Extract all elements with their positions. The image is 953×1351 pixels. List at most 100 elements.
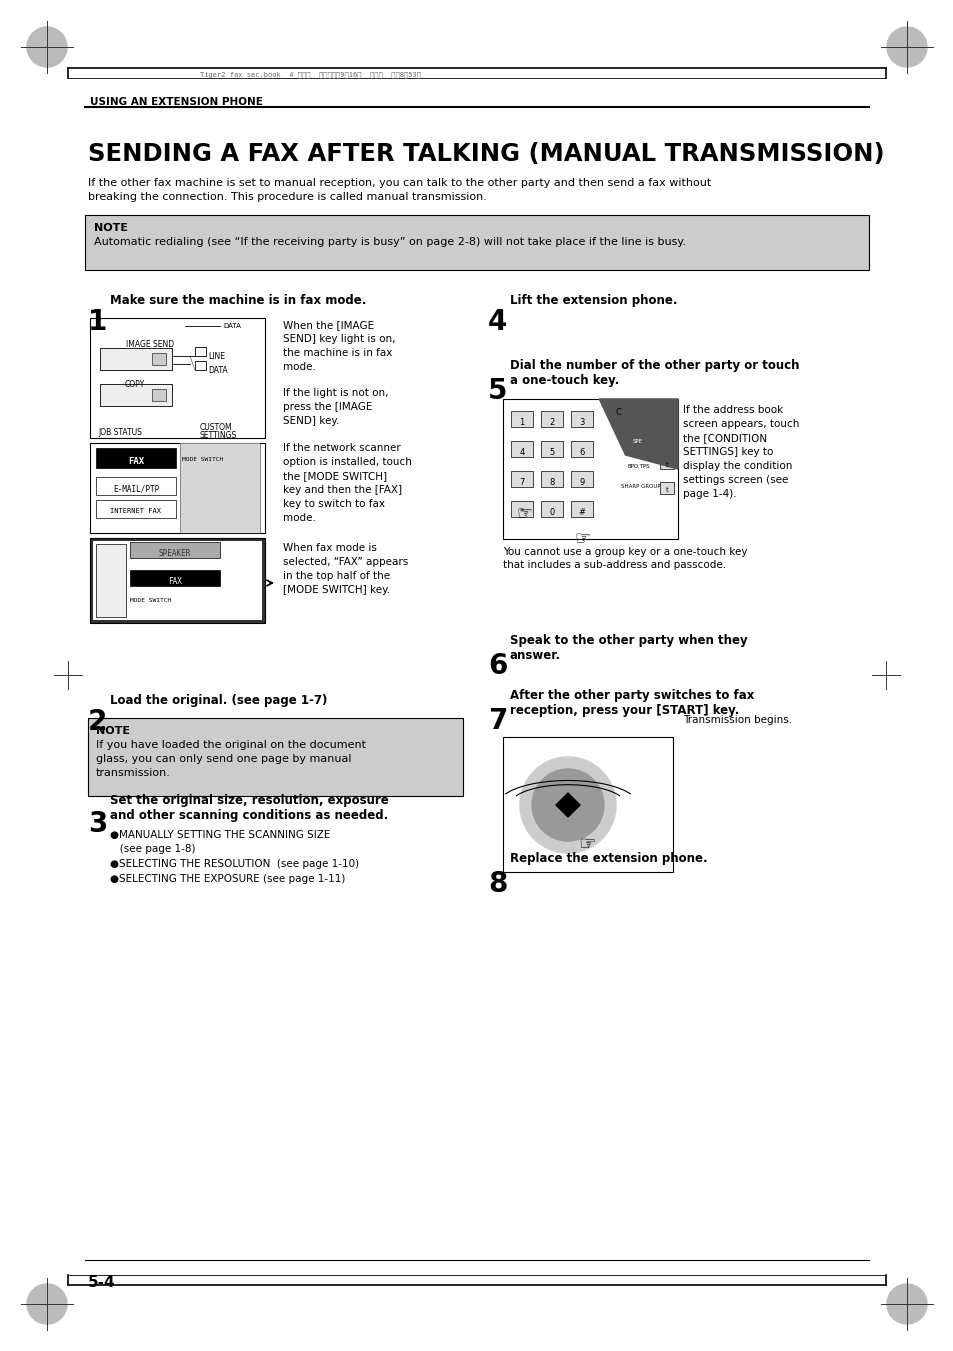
Bar: [100, 349, 172, 370]
Text: 1: 1: [88, 308, 107, 336]
Text: Speak to the other party when they
answer.: Speak to the other party when they answe…: [510, 634, 747, 662]
Text: 4: 4: [488, 308, 507, 336]
Text: DATA: DATA: [223, 323, 240, 330]
Text: ☞: ☞: [578, 835, 595, 854]
Text: t: t: [665, 462, 668, 467]
Text: Load the original. (see page 1-7): Load the original. (see page 1-7): [110, 694, 327, 707]
Circle shape: [27, 1283, 67, 1324]
Text: COPY: COPY: [125, 380, 145, 389]
Text: If the other fax machine is set to manual reception, you can talk to the other p: If the other fax machine is set to manua…: [88, 178, 711, 203]
Text: Replace the extension phone.: Replace the extension phone.: [510, 852, 707, 865]
Text: ☞: ☞: [575, 530, 591, 547]
Bar: [659, 482, 673, 494]
Bar: [96, 544, 126, 617]
Text: Tiger2_fax_sec.book  4 ページ  ２００４年9月16日  木曜日  午前8晉53分: Tiger2_fax_sec.book 4 ページ ２００４年9月16日 木曜日…: [200, 72, 420, 78]
Text: INTERNET FAX: INTERNET FAX: [111, 508, 161, 513]
Text: 3: 3: [578, 417, 584, 427]
Text: 3: 3: [88, 811, 108, 838]
Text: If the network scanner
option is installed, touch
the [MODE SWITCH]
key and then: If the network scanner option is install…: [283, 443, 412, 523]
Text: SETTINGS: SETTINGS: [200, 431, 237, 440]
Bar: [511, 440, 533, 457]
Text: 6: 6: [578, 449, 584, 457]
Bar: [90, 317, 265, 438]
Text: CUSTOM: CUSTOM: [200, 423, 233, 432]
Polygon shape: [598, 399, 678, 469]
Bar: [540, 501, 562, 517]
Text: FAX: FAX: [128, 457, 144, 466]
Text: *: *: [519, 508, 523, 517]
Text: 4: 4: [518, 449, 524, 457]
Text: If the light is not on,
press the [IMAGE
SEND] key.: If the light is not on, press the [IMAGE…: [283, 388, 388, 426]
Text: 2: 2: [88, 708, 108, 736]
Bar: [194, 347, 206, 357]
Text: SPE: SPE: [633, 439, 642, 444]
Bar: [194, 361, 206, 370]
Circle shape: [886, 1283, 926, 1324]
Bar: [180, 443, 260, 534]
Text: 9: 9: [578, 478, 584, 486]
Bar: [659, 457, 673, 469]
Bar: [540, 471, 562, 486]
Text: Automatic redialing (see “If the receiving party is busy” on page 2-8) will not : Automatic redialing (see “If the receivi…: [94, 236, 685, 247]
Text: Dial the number of the other party or touch
a one-touch key.: Dial the number of the other party or to…: [510, 359, 799, 386]
Text: 0: 0: [549, 508, 554, 517]
Text: JOB STATUS: JOB STATUS: [98, 428, 142, 436]
Bar: [502, 399, 678, 539]
Bar: [88, 717, 462, 796]
Bar: [90, 443, 265, 534]
Bar: [571, 501, 593, 517]
Circle shape: [532, 769, 603, 842]
Text: 1: 1: [518, 417, 524, 427]
Text: MODE SWITCH: MODE SWITCH: [182, 457, 223, 462]
Text: LINE: LINE: [208, 353, 225, 361]
Text: Set the original size, resolution, exposure
and other scanning conditions as nee: Set the original size, resolution, expos…: [110, 794, 388, 821]
Text: 7: 7: [518, 478, 524, 486]
Circle shape: [607, 401, 627, 422]
Bar: [96, 500, 175, 517]
Text: SPEAKER: SPEAKER: [158, 549, 191, 558]
Text: (see page 1-8): (see page 1-8): [110, 844, 195, 854]
Text: #: #: [578, 508, 585, 517]
Bar: [152, 389, 166, 401]
Circle shape: [886, 27, 926, 68]
Text: C: C: [615, 408, 620, 417]
Bar: [571, 440, 593, 457]
Text: When the [IMAGE
SEND] key light is on,
the machine is in fax
mode.: When the [IMAGE SEND] key light is on, t…: [283, 320, 395, 372]
Text: ●SELECTING THE RESOLUTION  (see page 1-10): ●SELECTING THE RESOLUTION (see page 1-10…: [110, 859, 358, 869]
Text: 5: 5: [549, 449, 554, 457]
Text: NOTE: NOTE: [96, 725, 130, 736]
Text: SENDING A FAX AFTER TALKING (MANUAL TRANSMISSION): SENDING A FAX AFTER TALKING (MANUAL TRAN…: [88, 142, 883, 166]
Text: E-MAIL/PTP: E-MAIL/PTP: [112, 485, 159, 494]
Text: When fax mode is
selected, “FAX” appears
in the top half of the
[MODE SWITCH] ke: When fax mode is selected, “FAX” appears…: [283, 543, 408, 594]
Text: ☞: ☞: [517, 504, 533, 521]
Bar: [571, 471, 593, 486]
Text: 2: 2: [549, 417, 554, 427]
Text: After the other party switches to fax
reception, press your [START] key.: After the other party switches to fax re…: [510, 689, 754, 717]
Text: ●MANUALLY SETTING THE SCANNING SIZE: ●MANUALLY SETTING THE SCANNING SIZE: [110, 830, 330, 840]
Bar: [511, 501, 533, 517]
Text: Transmission begins.: Transmission begins.: [682, 715, 791, 725]
Text: If the address book
screen appears, touch
the [CONDITION
SETTINGS] key to
displa: If the address book screen appears, touc…: [682, 405, 799, 499]
Bar: [85, 215, 868, 270]
Polygon shape: [556, 793, 579, 817]
Text: 5-4: 5-4: [88, 1275, 115, 1290]
Text: FAX: FAX: [168, 577, 182, 586]
Text: You cannot use a group key or a one-touch key
that includes a sub-address and pa: You cannot use a group key or a one-touc…: [502, 547, 747, 570]
Text: 5: 5: [488, 377, 507, 405]
Bar: [571, 411, 593, 427]
Bar: [96, 449, 175, 467]
Text: Make sure the machine is in fax mode.: Make sure the machine is in fax mode.: [110, 295, 366, 307]
Text: Lift the extension phone.: Lift the extension phone.: [510, 295, 677, 307]
Bar: [540, 411, 562, 427]
Bar: [96, 477, 175, 494]
Text: If you have loaded the original on the document
glass, you can only send one pag: If you have loaded the original on the d…: [96, 740, 366, 778]
Text: 6: 6: [488, 653, 507, 680]
Bar: [90, 538, 265, 623]
Text: IMAGE SEND: IMAGE SEND: [126, 340, 173, 349]
Bar: [92, 540, 262, 620]
Bar: [511, 411, 533, 427]
Bar: [100, 384, 172, 407]
Text: DATA: DATA: [208, 366, 228, 376]
Bar: [511, 471, 533, 486]
Text: BPO.TPS: BPO.TPS: [627, 463, 650, 469]
